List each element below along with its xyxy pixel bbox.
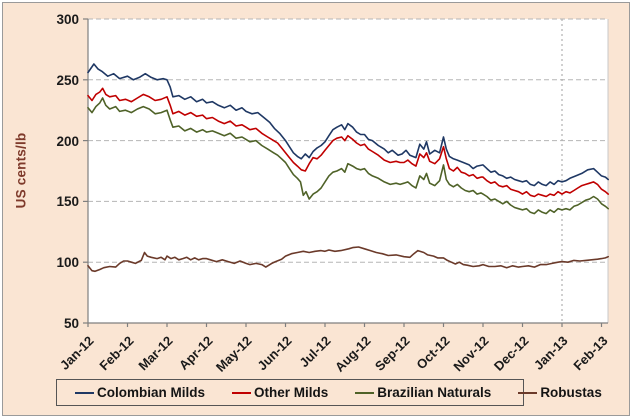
series-line-robustas	[87, 246, 610, 273]
plot-area	[88, 19, 608, 323]
legend-item-colombian-milds: Colombian Milds	[75, 385, 205, 400]
legend-swatch-other-milds	[232, 391, 251, 394]
legend-label-colombian-milds: Colombian Milds	[97, 385, 205, 400]
series-line-colombian-milds	[87, 63, 610, 187]
legend-item-brazilian-naturals: Brazilian Naturals	[355, 385, 491, 400]
series-line-other-milds	[87, 87, 610, 198]
legend: Colombian Milds Other Milds Brazilian Natu…	[56, 379, 602, 406]
legend-swatch-brazilian-naturals	[355, 391, 375, 394]
legend-swatch-robustas	[518, 391, 538, 394]
legend-item-robustas: Robustas	[518, 385, 602, 400]
legend-label-robustas: Robustas	[540, 385, 602, 400]
price-chart-svg	[83, 18, 610, 327]
legend-swatch-colombian-milds	[75, 391, 94, 394]
legend-label-other-milds: Other Milds	[254, 385, 329, 400]
series-line-brazilian-naturals	[87, 97, 610, 215]
legend-item-other-milds: Other Milds	[232, 385, 328, 400]
legend-label-brazilian-naturals: Brazilian Naturals	[377, 385, 492, 400]
